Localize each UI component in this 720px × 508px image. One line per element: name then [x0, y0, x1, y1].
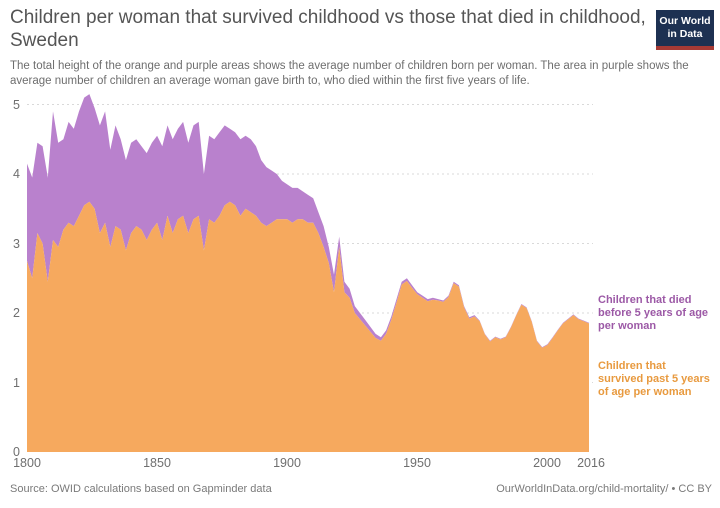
license-badge: • CC BY: [668, 483, 712, 495]
area-survived-series: [27, 201, 589, 452]
area-died-series: [27, 94, 589, 348]
owid-logo-line2: in Data: [667, 28, 703, 40]
y-tick-label-3: 3: [13, 236, 20, 251]
x-tick-label-1950: 1950: [403, 456, 431, 470]
x-tick-label-2000: 2000: [533, 456, 561, 470]
legend-label-died: Children that died before 5 years of age…: [598, 294, 709, 333]
y-tick-label-5: 5: [13, 97, 20, 112]
legend-label-survived: Children that survived past 5 years of a…: [598, 360, 710, 399]
x-tick-label-1850: 1850: [143, 456, 171, 470]
y-tick-label-1: 1: [13, 375, 20, 390]
owid-url-link[interactable]: OurWorldInData.org/child-mortality/: [496, 483, 669, 495]
owid-logo: Our World in Data: [656, 10, 714, 50]
x-tick-label-1900: 1900: [273, 456, 301, 470]
y-tick-label-4: 4: [13, 167, 20, 181]
chart-title: Children per woman that survived childho…: [10, 7, 646, 52]
y-tick-label-0: 0: [13, 445, 20, 459]
source-note: Source: OWID calculations based on Gapmi…: [10, 483, 272, 495]
owid-logo-line1: Our World: [659, 14, 711, 27]
x-tick-label-2016: 2016: [577, 456, 605, 470]
chart-subtitle: The total height of the orange and purpl…: [10, 60, 689, 87]
footer-attribution: OurWorldInData.org/child-mortality/ • CC…: [496, 483, 712, 495]
x-tick-label-1800: 1800: [13, 456, 41, 470]
y-tick-label-2: 2: [13, 306, 20, 320]
